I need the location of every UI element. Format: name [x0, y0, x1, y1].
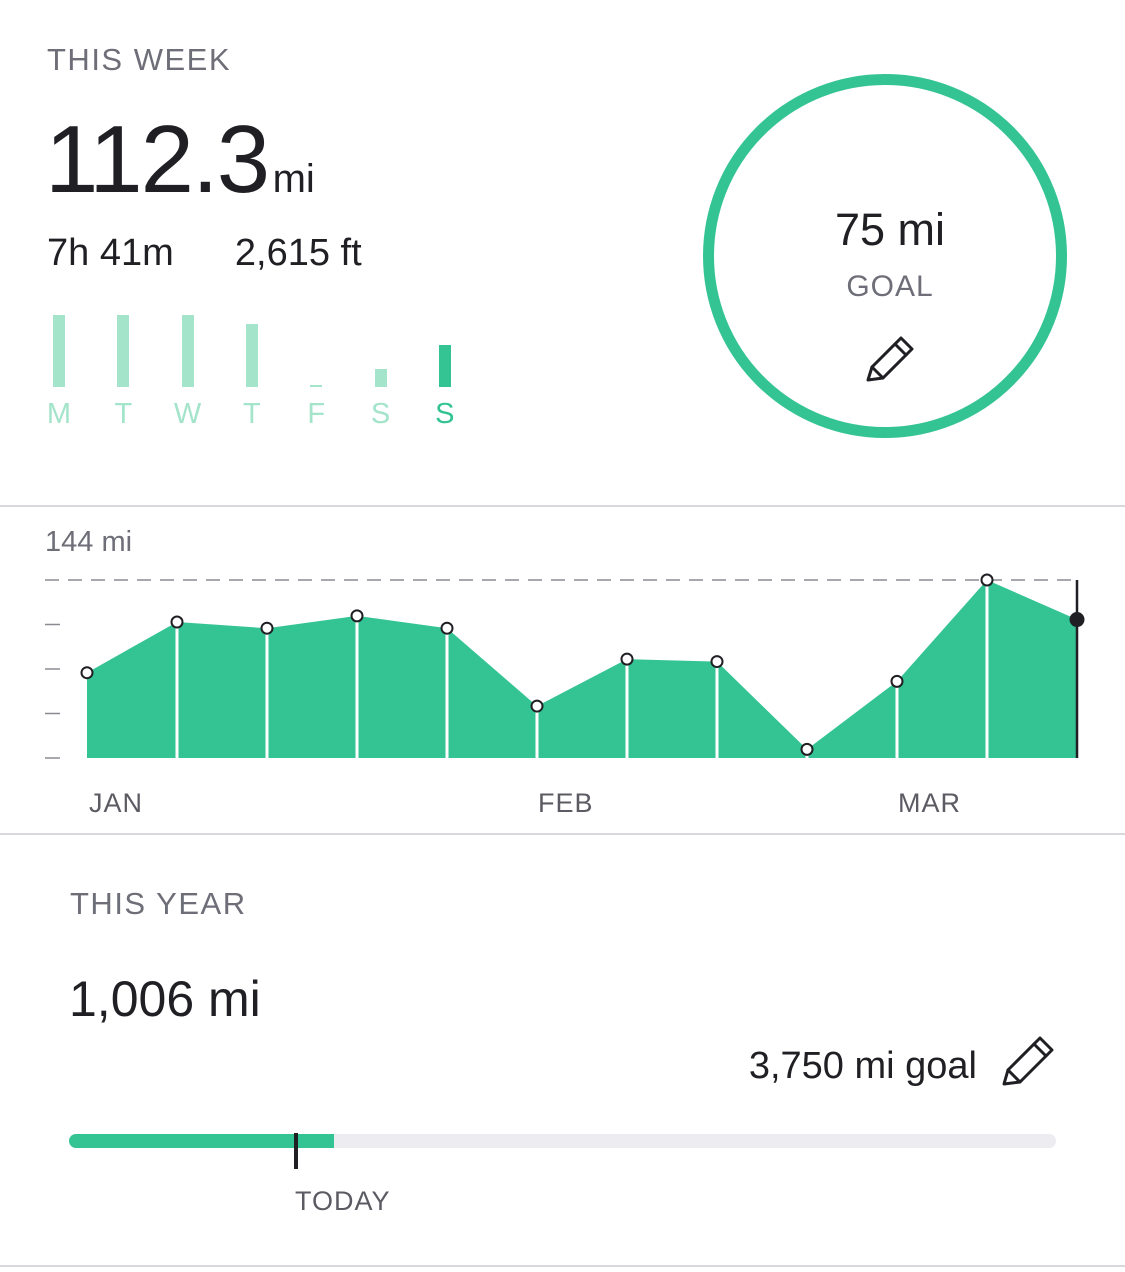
week-point	[170, 615, 184, 629]
current-week-point	[1069, 612, 1085, 628]
year-progress-fill	[69, 1134, 334, 1148]
week-elevation: 2,615 ft	[234, 232, 362, 274]
week-point	[800, 742, 814, 756]
chart-max-label: 144 mi	[45, 526, 133, 558]
day-bar	[53, 315, 65, 387]
week-point	[530, 699, 544, 713]
weekly-goal-ring[interactable]	[703, 74, 1067, 438]
day-bar	[181, 315, 194, 387]
year-distance: 1,006 mi	[69, 971, 261, 1027]
week-distance-unit: mi	[272, 157, 315, 201]
year-goal-text: 3,750 mi goal	[748, 1045, 977, 1087]
month-label-jan: JAN	[89, 788, 144, 818]
weekly-area	[87, 580, 1077, 758]
month-label-mar: MAR	[898, 788, 961, 818]
day-bar	[310, 384, 323, 387]
day-bar	[438, 345, 451, 387]
day-label: T	[243, 398, 261, 430]
day-label: S	[370, 398, 391, 430]
week-point	[980, 573, 994, 587]
day-label: M	[46, 398, 72, 430]
week-point	[620, 652, 634, 666]
divider-middle	[0, 833, 1125, 835]
day-bar	[374, 369, 387, 387]
day-label: F	[307, 398, 326, 430]
week-distance: 112.3 mi	[45, 112, 315, 208]
week-section-label: THIS WEEK	[47, 42, 232, 77]
day-label: T	[114, 398, 133, 430]
weekly-goal-label: GOAL	[846, 270, 934, 303]
today-marker	[294, 1133, 299, 1169]
week-duration: 7h 41m	[47, 232, 174, 274]
weekly-history-chart	[45, 573, 1085, 759]
week-distance-value: 112.3	[45, 106, 270, 213]
day-label: W	[173, 398, 202, 430]
month-label-feb: FEB	[538, 788, 594, 818]
week-point	[260, 621, 274, 635]
today-label: TODAY	[295, 1186, 391, 1216]
year-section-label: THIS YEAR	[70, 886, 247, 921]
week-point	[890, 674, 904, 688]
week-point	[80, 666, 94, 680]
pencil-icon[interactable]	[998, 1034, 1058, 1092]
week-point	[440, 621, 454, 635]
day-bar	[117, 315, 130, 387]
pencil-icon[interactable]	[862, 334, 916, 388]
divider-bottom	[0, 1265, 1125, 1267]
week-point	[710, 655, 724, 669]
week-point	[350, 609, 364, 623]
divider-top	[0, 505, 1125, 507]
day-bar	[245, 324, 258, 387]
week-stats: 7h 41m 2,615 ft	[47, 232, 362, 275]
weekly-goal-value: 75 mi	[834, 204, 946, 255]
day-label: S	[435, 398, 455, 430]
